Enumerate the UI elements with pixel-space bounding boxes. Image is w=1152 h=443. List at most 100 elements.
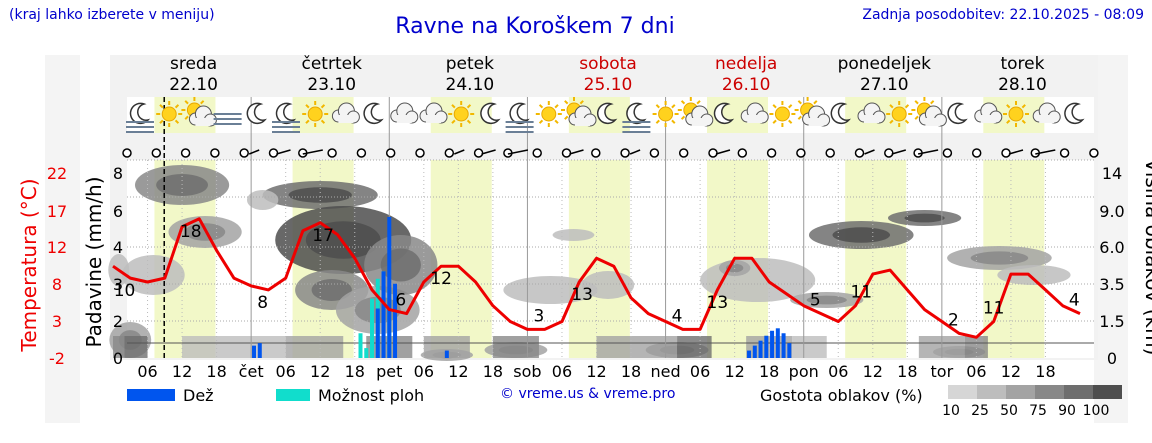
sun-icon xyxy=(886,101,913,127)
wind-calm-icon xyxy=(708,148,718,158)
wind-calm-icon xyxy=(532,148,542,158)
fog-icon xyxy=(213,113,242,125)
cloud-density-core xyxy=(832,227,891,243)
x-tick: 18 xyxy=(897,362,917,381)
x-tick: 18 xyxy=(483,362,503,381)
cloud-height-tick: 6.0 xyxy=(1099,238,1124,257)
sun-icon xyxy=(156,101,183,127)
moon-icon xyxy=(1064,102,1085,125)
x-tick: ned xyxy=(651,362,681,381)
wind-calm-icon xyxy=(561,148,572,158)
credit-link[interactable]: © vreme.us & vreme.pro xyxy=(500,386,676,402)
wind-calm-icon xyxy=(1059,148,1070,158)
low-cloud-band xyxy=(113,336,125,358)
precipitation-tick: 8 xyxy=(113,164,123,183)
cloud-legend-swatch xyxy=(948,385,977,399)
x-tick: 12 xyxy=(448,362,468,381)
day-name: sobota xyxy=(579,54,637,74)
chart-title: Ravne na Koroškem 7 dni xyxy=(395,14,675,39)
x-tick: 18 xyxy=(1035,362,1055,381)
wind-calm-icon xyxy=(473,148,484,158)
wind-arrow-icon xyxy=(891,149,907,155)
cloud-legend-step: 25 xyxy=(971,403,989,419)
temperature-tick: -2 xyxy=(49,349,65,368)
sun-icon xyxy=(769,101,796,127)
fog-icon xyxy=(505,121,534,133)
wind-calm-icon xyxy=(151,148,162,158)
temperature-label: 3 xyxy=(534,306,545,326)
x-tick: sob xyxy=(513,362,541,381)
x-tick: 18 xyxy=(621,362,641,381)
wind-calm-icon xyxy=(268,148,279,158)
x-tick: 06 xyxy=(828,362,848,381)
cloud-icon xyxy=(974,102,1003,124)
precipitation-tick: 0 xyxy=(113,349,123,368)
temperature-axis-label: Temperatura (°C) xyxy=(17,178,41,352)
cloud-legend-step: 10 xyxy=(942,403,960,419)
precipitation-tick: 6 xyxy=(113,202,123,221)
cloud-icon xyxy=(1032,102,1061,124)
rain-bar xyxy=(758,340,763,358)
cloud-density-area xyxy=(997,265,1071,285)
wind-calm-icon xyxy=(356,148,367,158)
precipitation-axis-label: Padavine (mm/h) xyxy=(82,176,106,347)
cloud-density-area xyxy=(552,229,595,241)
cloud-legend-label: Gostota oblakov (%) xyxy=(760,386,923,405)
wind-calm-icon xyxy=(415,148,425,158)
temperature-tick: 17 xyxy=(47,202,67,221)
x-tick: 18 xyxy=(345,362,365,381)
precipitation-tick: 4 xyxy=(113,238,123,257)
sun-icon xyxy=(652,101,679,127)
wind-arrow-icon xyxy=(507,149,529,155)
rain-legend-label: Dež xyxy=(183,386,214,405)
wind-calm-icon xyxy=(649,148,660,158)
temperature-tick: 22 xyxy=(47,164,67,183)
temperature-label: 13 xyxy=(571,285,593,305)
x-tick: pet xyxy=(376,362,402,381)
cloud-density-core xyxy=(311,279,352,301)
rain-bar xyxy=(770,330,775,358)
sun-icon xyxy=(1003,101,1029,127)
wind-arrow-icon xyxy=(248,149,260,155)
day-date: 22.10 xyxy=(169,75,218,95)
low-cloud-band xyxy=(792,336,827,358)
cloud-height-tick: 9.0 xyxy=(1099,202,1124,221)
x-tick: 18 xyxy=(759,362,779,381)
cloud-density-core xyxy=(380,248,421,282)
last-updated: Zadnja posodobitev: 22.10.2025 - 08:09 xyxy=(862,7,1144,23)
day-name: petek xyxy=(446,54,494,74)
wind-calm-icon xyxy=(327,148,337,158)
x-tick: 06 xyxy=(276,362,296,381)
x-tick: 18 xyxy=(206,362,226,381)
day-name: četrtek xyxy=(302,54,363,74)
x-tick: 12 xyxy=(1001,362,1021,381)
wind-calm-icon xyxy=(766,148,777,158)
rain-bar xyxy=(787,343,792,358)
cloud-icon xyxy=(857,102,886,124)
precipitation-tick: 2 xyxy=(113,312,123,331)
wind-calm-icon xyxy=(971,148,982,158)
temperature-label: 6 xyxy=(395,291,406,311)
wind-calm-icon xyxy=(854,148,865,158)
wind-arrow-icon xyxy=(454,149,465,155)
sun-icon xyxy=(535,101,562,127)
wind-calm-icon xyxy=(1001,148,1011,158)
cloud-icon xyxy=(740,102,769,124)
x-tick: 12 xyxy=(863,362,883,381)
temperature-label: 11 xyxy=(850,283,872,303)
cloud-legend-swatch xyxy=(977,385,1006,399)
temperature-label: 17 xyxy=(312,226,334,246)
wind-calm-icon xyxy=(796,148,806,158)
temperature-label: 4 xyxy=(672,306,683,326)
moon-icon xyxy=(947,102,968,125)
x-tick: 06 xyxy=(966,362,986,381)
shower-bar xyxy=(364,348,369,358)
x-tick: 06 xyxy=(552,362,572,381)
rain-bar xyxy=(381,271,386,358)
temperature-label: 11 xyxy=(983,299,1005,319)
wind-arrow-icon xyxy=(1008,149,1024,155)
x-tick: 12 xyxy=(172,362,192,381)
wind-calm-icon xyxy=(444,148,455,158)
wind-arrow-icon xyxy=(1035,149,1056,155)
